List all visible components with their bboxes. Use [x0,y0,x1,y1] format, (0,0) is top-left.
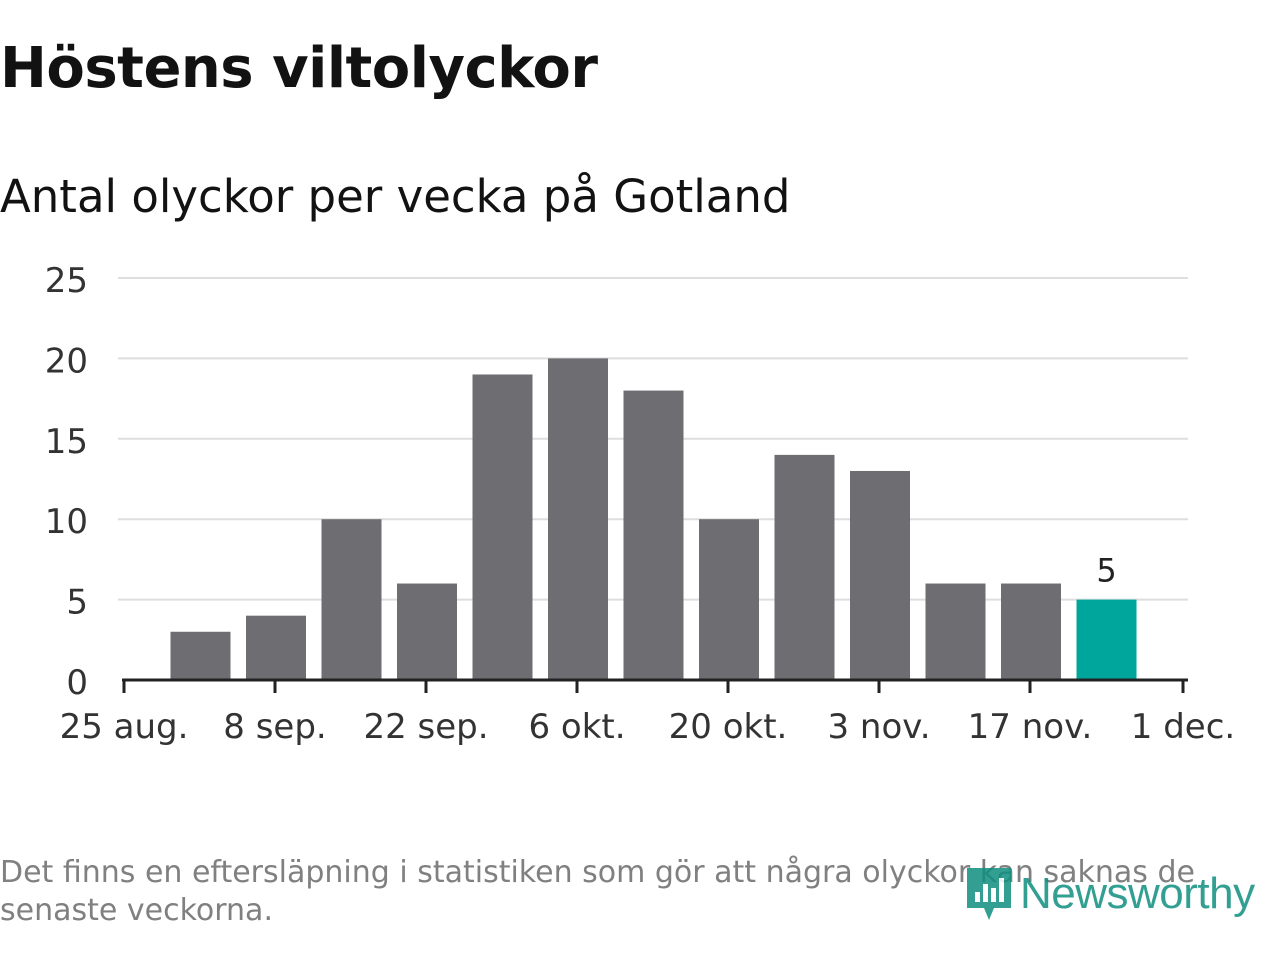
x-tick-label: 6 okt. [528,707,625,747]
data-label: 5 [1096,552,1116,590]
y-tick-label: 20 [45,341,88,381]
bar [321,519,382,680]
bar [548,358,608,680]
bar [170,631,231,680]
bar [850,470,910,680]
x-tick-label: 8 sep. [223,707,326,747]
bars [170,358,1137,680]
bar-chart: 0 5 10 15 20 25 25 aug. 8 sep. 22 sep. 6 okt. 20 … [45,261,1236,747]
bar [397,583,457,680]
x-tick-label: 20 okt. [669,707,788,747]
bar [246,615,306,680]
bar [774,454,835,680]
newsworthy-logo-icon [967,868,1011,920]
x-tick-label: 17 nov. [968,707,1093,747]
bar [699,519,759,680]
bar [1001,583,1061,680]
bar [623,390,684,680]
x-tick-label: 25 aug. [60,707,189,747]
brand-logo: Newsworthy [964,862,1255,926]
y-tick-label: 15 [45,422,88,462]
bar-highlight [1076,599,1137,680]
x-tick-label: 3 nov. [827,707,930,747]
y-tick-label: 5 [66,583,88,623]
data-labels: 5 [1096,552,1116,590]
chart-subtitle: Antal olyckor per vecka på Gotland [0,170,791,223]
bar [472,374,533,680]
x-tick-label: 22 sep. [363,707,488,747]
brand-name: Newsworthy [1020,869,1255,918]
x-tick-label: 1 dec. [1131,707,1235,747]
x-axis-ticks: 25 aug. 8 sep. 22 sep. 6 okt. 20 okt. 3 nov. 1… [60,707,1236,747]
y-axis-ticks: 0 5 10 15 20 25 [45,261,88,703]
y-tick-label: 10 [45,502,88,542]
y-tick-label: 25 [45,261,88,301]
y-tick-label: 0 [66,663,88,703]
chart-title: Höstens viltolyckor [0,36,598,101]
bar [925,583,986,680]
x-axis [122,678,1188,693]
